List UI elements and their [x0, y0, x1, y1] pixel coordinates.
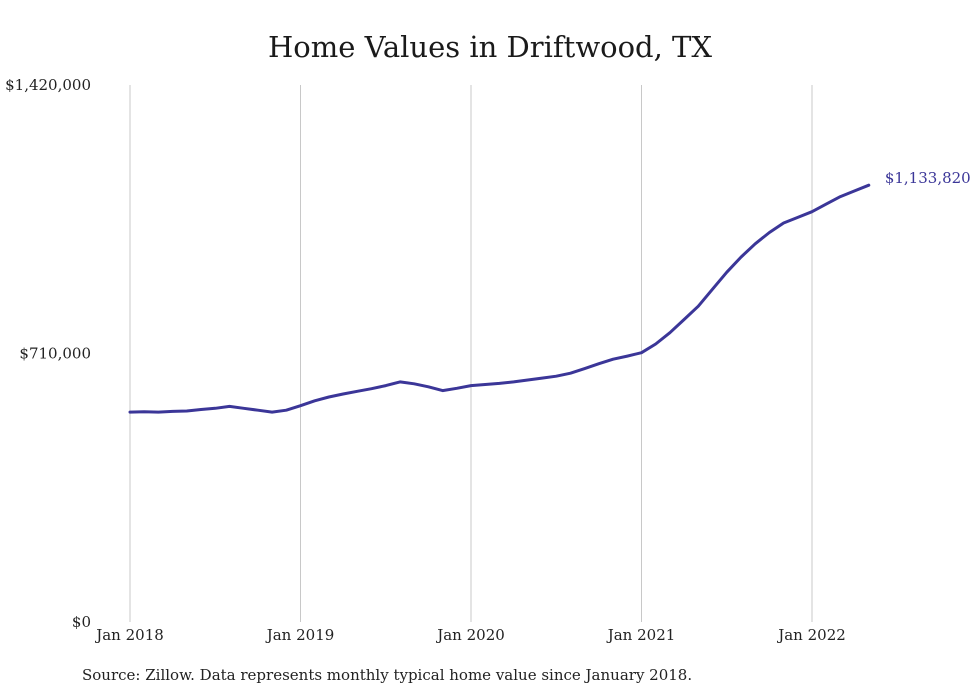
- chart-title: Home Values in Driftwood, TX: [267, 30, 713, 64]
- y-tick-label: $1,420,000: [5, 76, 91, 94]
- last-value-label: $1,133,820: [885, 169, 971, 187]
- y-tick-label: $710,000: [19, 345, 91, 363]
- x-tick-label: Jan 2019: [265, 626, 335, 644]
- x-tick-label: Jan 2021: [606, 626, 676, 644]
- x-tick-label: Jan 2020: [435, 626, 505, 644]
- home-value-line: [128, 183, 871, 414]
- y-tick-label: $0: [72, 613, 91, 631]
- vertical-gridlines: [129, 85, 813, 622]
- x-tick-label: Jan 2022: [776, 626, 846, 644]
- x-tick-label: Jan 2018: [94, 626, 164, 644]
- x-axis-ticks: Jan 2018 Jan 2019 Jan 2020 Jan 2021 Jan 2022: [94, 626, 846, 644]
- y-axis-ticks: $0 $710,000 $1,420,000: [5, 76, 91, 631]
- source-note: Source: Zillow. Data represents monthly …: [82, 666, 693, 684]
